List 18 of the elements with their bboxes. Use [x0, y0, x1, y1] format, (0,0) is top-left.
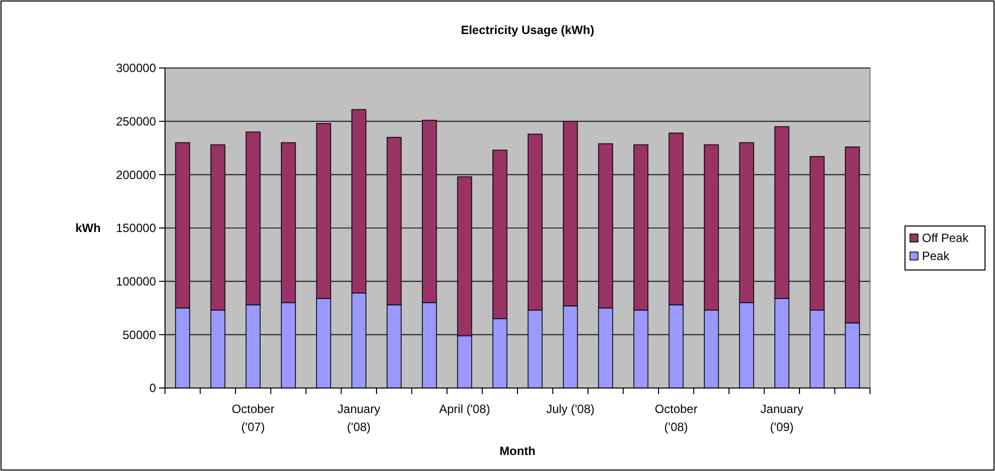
- x-tick-label: October ('08): [654, 402, 698, 434]
- y-tick-label: 50000: [122, 328, 156, 342]
- x-axis-title: Month: [500, 444, 536, 458]
- x-tick-label: April ('08): [439, 402, 490, 416]
- y-tick-label: 200000: [116, 168, 156, 182]
- x-tick-label: January ('09): [760, 402, 804, 434]
- x-tick-label: October ('07): [232, 402, 274, 434]
- y-tick-label: 100000: [116, 274, 156, 289]
- y-tick-label: 150000: [116, 221, 156, 236]
- y-axis-title: kWh: [75, 221, 101, 235]
- y-tick-label: 300000: [116, 61, 156, 76]
- x-tick-label: July ('08): [546, 402, 595, 416]
- y-tick-label: 250000: [116, 114, 156, 129]
- chart-title: Electricity Usage (kWh): [460, 23, 594, 37]
- legend-label: Peak: [922, 249, 950, 264]
- legend-label: Off Peak: [922, 231, 970, 246]
- x-tick-label: January ('08): [338, 402, 380, 434]
- y-tick-label: 0: [149, 381, 156, 396]
